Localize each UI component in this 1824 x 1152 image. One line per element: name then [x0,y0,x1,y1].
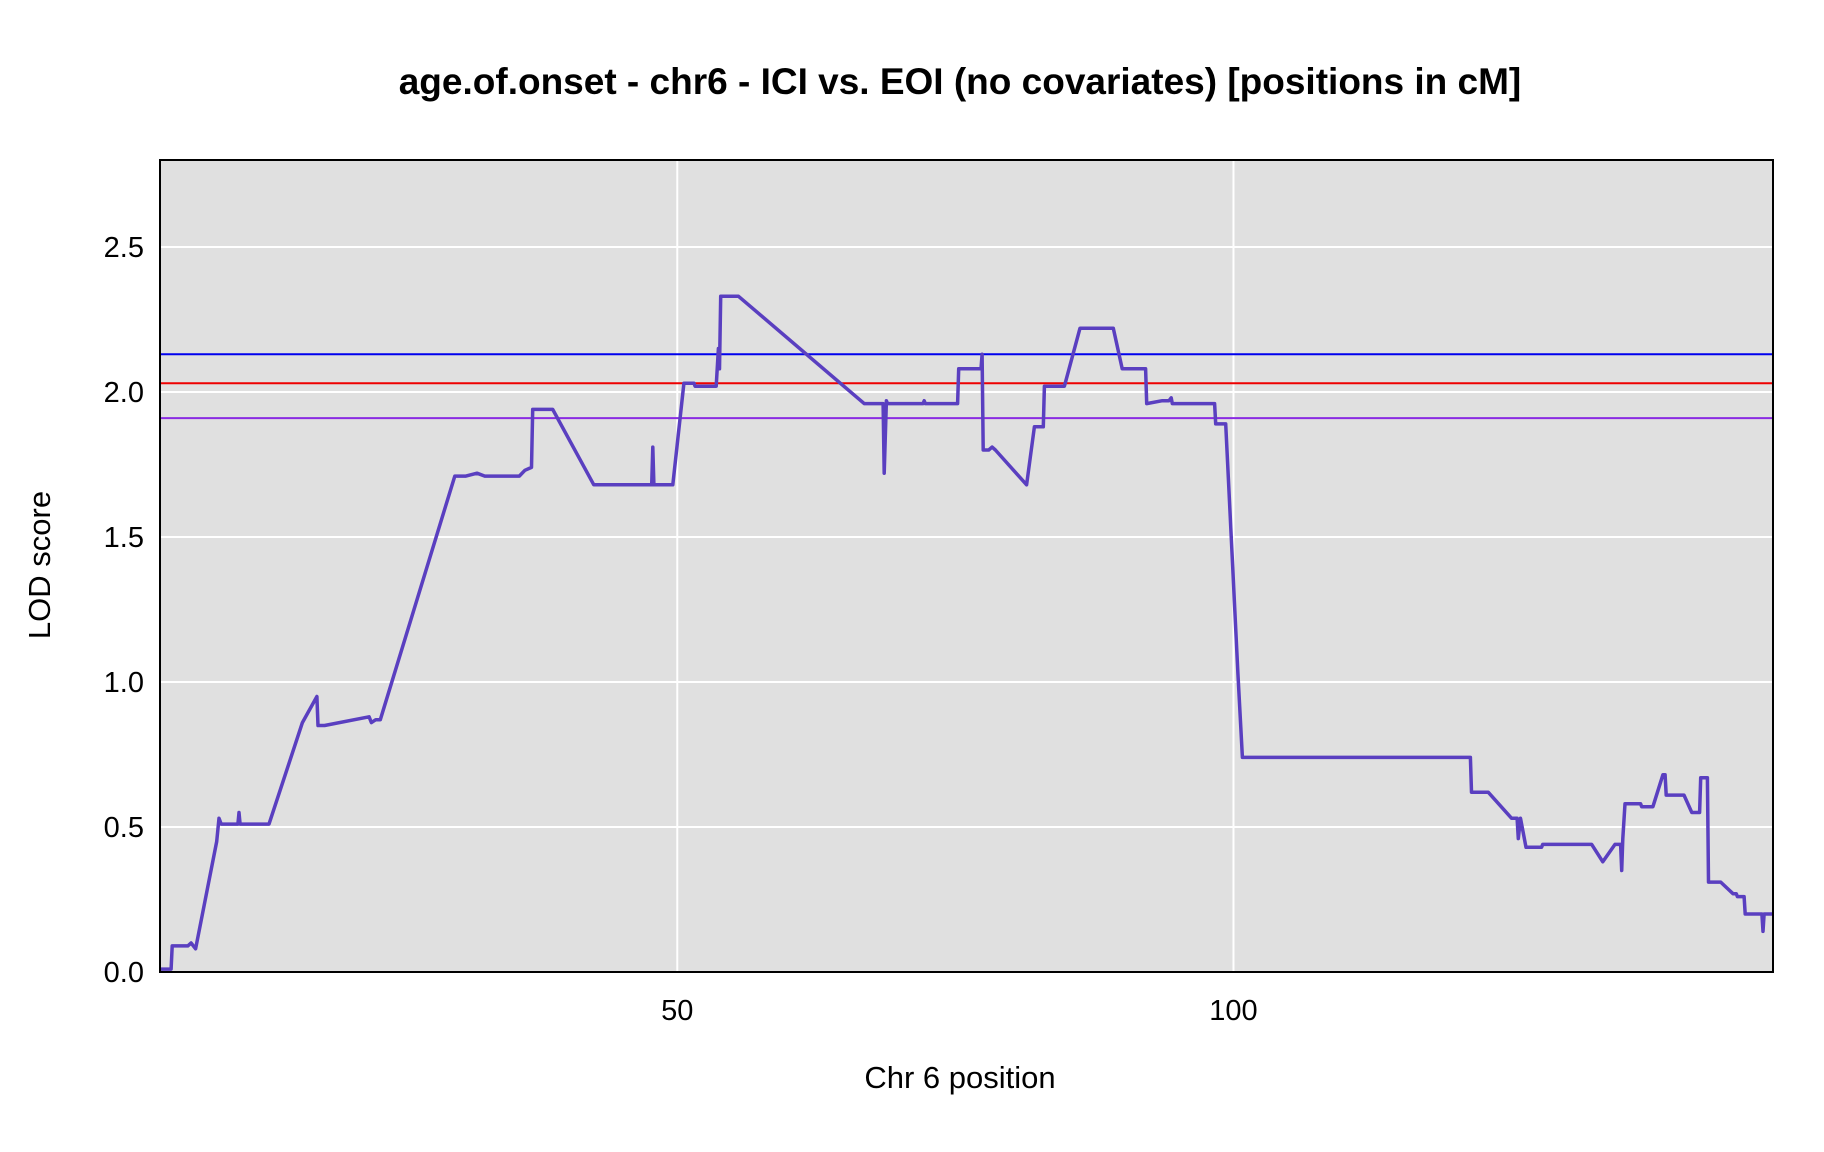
x-axis-ticks: 50 100 [661,995,1258,1027]
plot-background [160,160,1773,972]
plot-frame [159,159,1774,973]
x-tick-label: 50 [661,995,693,1027]
y-axis-label: LOD score [22,491,57,639]
y-tick-label: 2.5 [104,232,144,264]
y-tick-label: 1.0 [104,667,144,699]
y-tick-label: 0.0 [104,957,144,989]
x-axis-label: Chr 6 position [864,1060,1055,1095]
threshold-lines [160,353,1773,420]
lod-series-line [160,294,1773,971]
y-tick-label: 2.0 [104,377,144,409]
y-tick-label: 1.5 [104,522,144,554]
series-layer [160,294,1773,971]
x-tick-label: 100 [1209,995,1257,1027]
y-tick-label: 0.5 [104,812,144,844]
y-axis-ticks: 0.0 0.5 1.0 1.5 2.0 2.5 [104,232,144,989]
chart-title: age.of.onset - chr6 - ICI vs. EOI (no co… [399,61,1522,102]
